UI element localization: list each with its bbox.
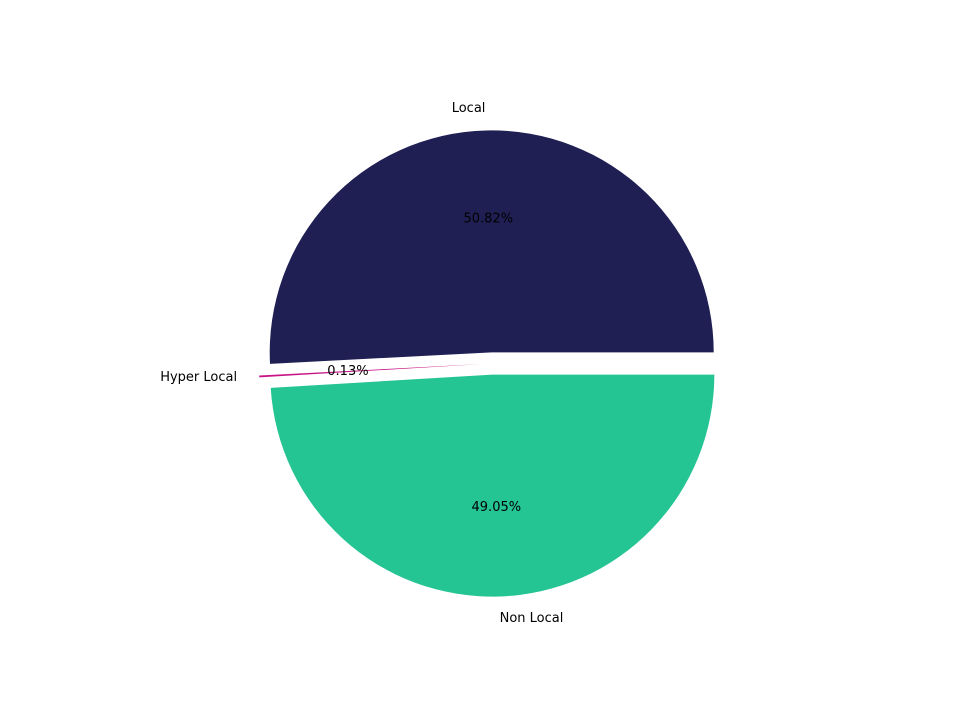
value-label: 0.13% bbox=[327, 364, 368, 379]
value-label: 50.82% bbox=[463, 212, 513, 227]
pie-slice bbox=[259, 364, 481, 378]
slice-label: Non Local bbox=[500, 611, 564, 626]
pie-slice bbox=[270, 374, 715, 597]
slice-label: Local bbox=[452, 101, 486, 116]
value-label: 49.05% bbox=[472, 500, 522, 515]
pie-slice bbox=[269, 130, 714, 364]
slice-label: Hyper Local bbox=[160, 370, 237, 385]
